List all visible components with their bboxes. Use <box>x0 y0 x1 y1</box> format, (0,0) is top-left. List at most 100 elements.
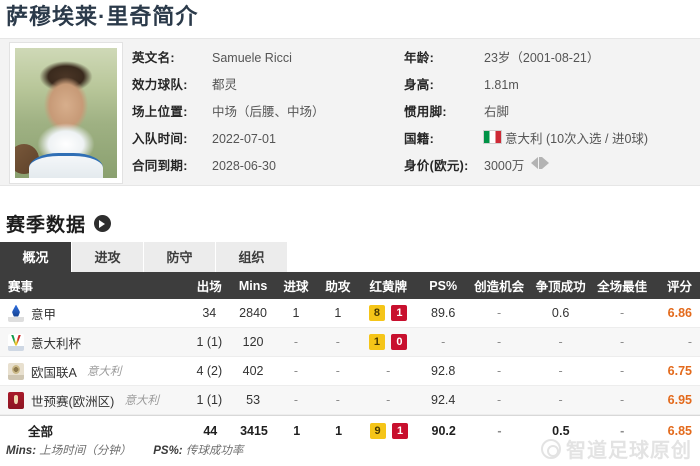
cell-pass-pct: 92.4 <box>431 393 456 407</box>
info-row-contract-expiry: 合同到期: 2028-06-30 <box>132 153 400 180</box>
table-row[interactable]: 世预赛(欧洲区) 意大利 1 (1) 53 - - - 92.4 - - - 6… <box>0 386 700 415</box>
info-row-height: 身高: 1.81m <box>404 72 694 99</box>
info-row-english-name: 英文名: Samuele Ricci <box>132 45 400 72</box>
info-value: 右脚 <box>484 105 510 119</box>
cell-chances: - <box>497 335 502 349</box>
cell-motm: - <box>620 393 625 407</box>
cell-rating: 6.95 <box>667 393 692 407</box>
table-row[interactable]: 意甲 34 2840 1 1 8 1 89.6 - 0.6 - 6.86 <box>0 299 700 328</box>
info-value: 2022-07-01 <box>212 132 276 146</box>
cell-goals: 1 <box>292 306 300 320</box>
yellow-card-badge: 9 <box>369 422 386 439</box>
seriea-icon <box>8 304 24 322</box>
cell-rating: 6.75 <box>667 364 692 378</box>
cell-mins: 53 <box>246 393 261 407</box>
info-label: 场上位置: <box>132 105 188 119</box>
column-header-rating: 评分 <box>666 280 692 294</box>
yellow-card-badge: 8 <box>368 305 385 321</box>
cell-competition: 意甲 <box>0 304 187 323</box>
cell-chances: - <box>497 364 502 378</box>
cell-assists: - <box>335 364 340 378</box>
column-header-competition: 赛事 <box>8 280 34 294</box>
cell-goals: - <box>293 393 299 407</box>
info-label: 效力球队: <box>132 78 188 92</box>
competition-name: 欧国联A <box>31 365 77 380</box>
column-header-goals: 进球 <box>283 280 309 294</box>
column-header-aerials: 争顶成功 <box>535 280 586 294</box>
season-data-header: 赛季数据 <box>6 210 112 237</box>
info-row-preferred-foot: 惯用脚: 右脚 <box>404 99 694 126</box>
world-cup-qualifier-icon <box>8 391 24 409</box>
column-header-assists: 助攻 <box>325 280 351 294</box>
info-value: 2028-06-30 <box>212 159 276 173</box>
info-label: 身高: <box>404 78 435 92</box>
column-header-cards: 红黄牌 <box>369 280 407 294</box>
info-label: 国籍: <box>404 132 435 146</box>
tab-overview[interactable]: 概况 <box>0 242 72 273</box>
cell-assists-total: 1 <box>335 423 343 438</box>
cell-aerials: - <box>558 364 563 378</box>
yellow-card-badge: 1 <box>368 334 385 350</box>
info-value: 意大利 (10次入选 / 进0球) <box>505 132 649 146</box>
table-total-row: 全部 44 3415 1 1 9 1 90.2 - 0.5 - 6.85 <box>0 415 700 445</box>
info-value: 中场（后腰、中场） <box>212 105 325 119</box>
tab-defence[interactable]: 防守 <box>144 242 216 273</box>
table-row[interactable]: 欧国联A 意大利 4 (2) 402 - - - 92.8 - - - 6.75 <box>0 357 700 386</box>
cell-apps: 1 (1) <box>196 393 223 407</box>
info-value: 3000万 <box>484 159 525 173</box>
player-info-right-column: 年龄: 23岁（2001-08-21） 身高: 1.81m 惯用脚: 右脚 国籍… <box>404 45 694 180</box>
red-card-badge: 0 <box>391 334 408 350</box>
profile-card: 英文名: Samuele Ricci 效力球队: 都灵 场上位置: 中场（后腰、… <box>0 38 700 186</box>
column-header-motm: 全场最佳 <box>597 280 648 294</box>
column-header-chances: 创造机会 <box>474 280 525 294</box>
competition-name: 世预赛(欧洲区) <box>31 394 115 409</box>
info-row-club: 效力球队: 都灵 <box>132 72 400 99</box>
cell-aerials-total: 0.5 <box>552 423 570 438</box>
info-row-joined-date: 入队时间: 2022-07-01 <box>132 126 400 153</box>
table-legend: Mins: 上场时间（分钟） PS%: 传球成功率 <box>6 442 243 458</box>
player-info: 英文名: Samuele Ricci 效力球队: 都灵 场上位置: 中场（后腰、… <box>132 45 692 181</box>
cell-assists: - <box>335 335 340 349</box>
coppa-italia-icon <box>8 333 24 351</box>
cell-pass-pct: 89.6 <box>431 306 456 320</box>
info-label: 年龄: <box>404 51 435 65</box>
cell-mins: 120 <box>242 335 264 349</box>
arrow-right-circle-icon[interactable] <box>94 215 112 232</box>
table-header-row: 赛事 出场 Mins 进球 助攻 红黄牌 PS% 创造机会 争顶成功 全场最佳 … <box>0 272 700 299</box>
cell-cards: 8 1 <box>358 305 418 321</box>
info-label: 身价(欧元): <box>404 159 469 173</box>
season-tabs: 概况 进攻 防守 组织 <box>0 241 700 273</box>
tab-attack[interactable]: 进攻 <box>72 242 144 273</box>
watermark-text: 智道足球原创 <box>566 440 692 462</box>
player-info-left-column: 英文名: Samuele Ricci 效力球队: 都灵 场上位置: 中场（后腰、… <box>132 45 400 180</box>
info-row-market-value: 身价(欧元): 3000万 <box>404 153 694 180</box>
column-header-mins: Mins <box>238 278 268 293</box>
cell-apps: 34 <box>202 306 217 320</box>
cell-assists: - <box>335 393 340 407</box>
player-photo-frame <box>10 43 122 183</box>
table-row[interactable]: 意大利杯 1 (1) 120 - - 1 0 - - - - - <box>0 328 700 357</box>
cell-cards: - <box>386 364 391 378</box>
competition-subtitle: 意大利 <box>86 366 122 378</box>
info-label: 惯用脚: <box>404 105 447 119</box>
cell-mins: 2840 <box>239 306 267 320</box>
legend-mins: Mins: 上场时间（分钟） <box>6 442 131 458</box>
red-card-badge: 1 <box>392 422 409 439</box>
cell-cards: 1 0 <box>358 334 418 350</box>
tab-organisation[interactable]: 组织 <box>216 242 288 273</box>
cell-goals: - <box>293 364 299 378</box>
cell-pass-pct: 92.8 <box>431 364 456 378</box>
season-stats-table: 赛事 出场 Mins 进球 助攻 红黄牌 PS% 创造机会 争顶成功 全场最佳 … <box>0 272 700 445</box>
cell-aerials: - <box>558 335 563 349</box>
cell-apps: 1 (1) <box>196 335 223 349</box>
info-value: 23岁（2001-08-21） <box>484 51 600 65</box>
legend-mins-value: 上场时间（分钟） <box>39 445 132 457</box>
cell-aerials: - <box>558 393 563 407</box>
cell-chances: - <box>497 306 502 320</box>
cell-goals-total: 1 <box>293 423 301 438</box>
competition-name: 意大利杯 <box>31 336 82 351</box>
legend-mins-key: Mins: <box>6 445 37 457</box>
column-header-pass-pct: PS% <box>429 278 458 293</box>
cell-motm: - <box>620 364 625 378</box>
